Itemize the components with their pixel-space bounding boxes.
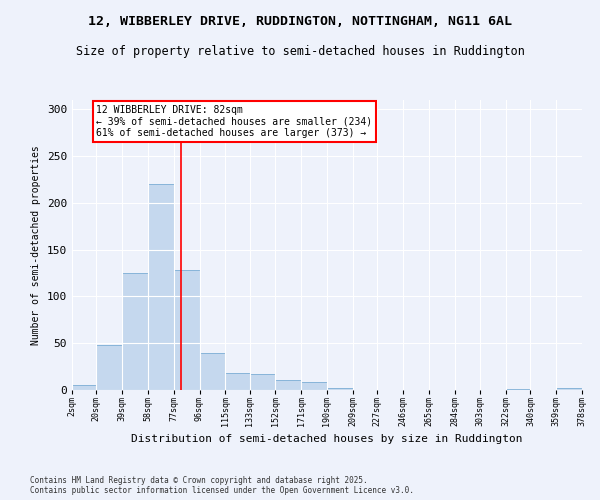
Bar bbox=[72, 386, 97, 390]
Text: Size of property relative to semi-detached houses in Ruddington: Size of property relative to semi-detach… bbox=[76, 45, 524, 58]
Bar bbox=[275, 380, 301, 390]
Bar bbox=[97, 345, 122, 390]
Bar bbox=[556, 388, 582, 390]
Bar bbox=[327, 388, 353, 390]
Y-axis label: Number of semi-detached properties: Number of semi-detached properties bbox=[31, 145, 41, 345]
Bar bbox=[506, 389, 530, 390]
Bar bbox=[148, 184, 174, 390]
Bar bbox=[250, 374, 275, 390]
Bar bbox=[122, 273, 148, 390]
Bar bbox=[174, 270, 199, 390]
Text: 12, WIBBERLEY DRIVE, RUDDINGTON, NOTTINGHAM, NG11 6AL: 12, WIBBERLEY DRIVE, RUDDINGTON, NOTTING… bbox=[88, 15, 512, 28]
X-axis label: Distribution of semi-detached houses by size in Ruddington: Distribution of semi-detached houses by … bbox=[131, 434, 523, 444]
Text: 12 WIBBERLEY DRIVE: 82sqm
← 39% of semi-detached houses are smaller (234)
61% of: 12 WIBBERLEY DRIVE: 82sqm ← 39% of semi-… bbox=[97, 104, 373, 138]
Text: Contains HM Land Registry data © Crown copyright and database right 2025.
Contai: Contains HM Land Registry data © Crown c… bbox=[30, 476, 414, 495]
Bar bbox=[301, 382, 327, 390]
Bar bbox=[199, 352, 225, 390]
Bar bbox=[225, 373, 250, 390]
